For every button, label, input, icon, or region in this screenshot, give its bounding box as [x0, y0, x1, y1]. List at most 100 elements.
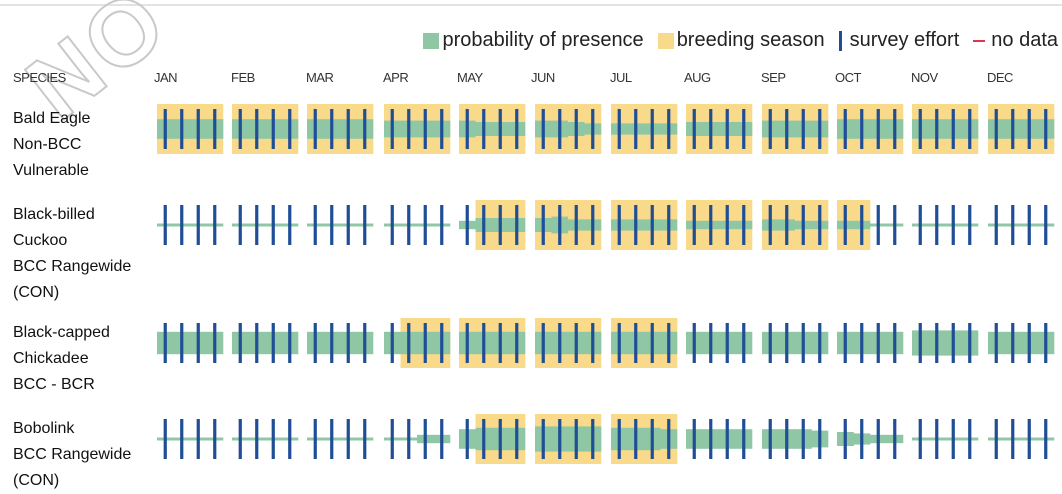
effort-tick — [893, 205, 897, 245]
species-name-line: Bald Eagle — [13, 110, 91, 127]
effort-tick — [650, 205, 654, 245]
effort-tick — [650, 109, 654, 149]
effort-tick — [935, 205, 939, 245]
effort-tick — [725, 109, 729, 149]
species-name-line: (CON) — [13, 284, 60, 301]
legend-effort: survey effort — [838, 29, 959, 52]
effort-tick — [876, 109, 880, 149]
effort-tick — [935, 419, 939, 459]
effort-tick — [742, 419, 746, 459]
effort-tick — [634, 419, 638, 459]
effort-tick — [482, 323, 486, 363]
effort-tick — [255, 109, 259, 149]
breeding-swatch — [657, 32, 674, 49]
month-label-jul: JUL — [610, 70, 632, 85]
effort-tick — [692, 419, 696, 459]
effort-tick — [288, 205, 292, 245]
species-name-2: Black-capped Chickadee BCC - BCR — [13, 320, 110, 398]
effort-tick — [363, 323, 367, 363]
effort-tick — [541, 205, 545, 245]
effort-tick — [1011, 109, 1015, 149]
effort-tick — [558, 323, 562, 363]
effort-tick — [288, 109, 292, 149]
effort-tick — [785, 419, 789, 459]
effort-tick — [768, 419, 772, 459]
species-name-1: Black-billed Cuckoo BCC Rangewide (CON) — [13, 202, 131, 306]
effort-tick — [271, 205, 275, 245]
effort-tick — [951, 419, 955, 459]
species-name-3: Bobolink BCC Rangewide (CON) — [13, 416, 131, 494]
effort-tick — [407, 205, 411, 245]
month-label-sep: SEP — [761, 70, 786, 85]
top-rule — [0, 4, 1062, 6]
effort-tick — [843, 205, 847, 245]
effort-tick — [407, 323, 411, 363]
effort-tick — [313, 323, 317, 363]
effort-tick — [196, 419, 200, 459]
effort-tick — [271, 109, 275, 149]
effort-tick — [163, 323, 167, 363]
effort-tick — [330, 323, 334, 363]
effort-tick — [423, 419, 427, 459]
effort-tick — [558, 419, 562, 459]
effort-tick — [860, 323, 864, 363]
species-name-line: Black-billed — [13, 206, 95, 223]
effort-tick — [1027, 205, 1031, 245]
effort-tick — [709, 109, 713, 149]
effort-tick — [1027, 323, 1031, 363]
effort-tick — [617, 205, 621, 245]
species-name-line: Bobolink — [13, 420, 75, 437]
effort-tick — [876, 205, 880, 245]
effort-tick — [288, 419, 292, 459]
effort-tick — [667, 109, 671, 149]
effort-tick — [574, 109, 578, 149]
effort-tick — [918, 323, 922, 363]
legend: probability of presence breeding season … — [409, 29, 1058, 52]
effort-tick — [390, 419, 394, 459]
effort-tick — [465, 419, 469, 459]
effort-tick — [1011, 205, 1015, 245]
species-name-line: BCC Rangewide — [13, 446, 132, 463]
effort-tick — [860, 205, 864, 245]
effort-tick — [271, 323, 275, 363]
effort-tick — [423, 109, 427, 149]
effort-tick — [742, 205, 746, 245]
effort-tick — [330, 109, 334, 149]
effort-tick — [968, 205, 972, 245]
effort-tick — [617, 109, 621, 149]
month-label-may: MAY — [457, 70, 483, 85]
legend-breeding: breeding season — [657, 29, 825, 52]
effort-tick — [692, 109, 696, 149]
effort-tick — [313, 205, 317, 245]
effort-tick — [196, 109, 200, 149]
effort-tick — [876, 323, 880, 363]
effort-tick — [238, 109, 242, 149]
effort-tick — [163, 109, 167, 149]
effort-tick — [725, 205, 729, 245]
legend-probability: probability of presence — [423, 29, 644, 52]
effort-tick — [271, 419, 275, 459]
effort-tick — [163, 205, 167, 245]
effort-tick — [238, 419, 242, 459]
effort-tick — [574, 323, 578, 363]
effort-tick — [617, 419, 621, 459]
effort-tick — [313, 419, 317, 459]
effort-tick — [918, 205, 922, 245]
effort-tick — [634, 109, 638, 149]
effort-tick — [843, 109, 847, 149]
effort-tick — [363, 109, 367, 149]
probability-swatch — [423, 32, 440, 49]
effort-tick — [591, 323, 595, 363]
effort-tick — [951, 323, 955, 363]
effort-tick — [876, 419, 880, 459]
effort-tick — [423, 323, 427, 363]
effort-swatch — [838, 30, 842, 51]
effort-tick — [498, 419, 502, 459]
effort-tick — [843, 419, 847, 459]
species-name-line: Vulnerable — [13, 162, 89, 179]
effort-tick — [860, 109, 864, 149]
effort-tick — [951, 109, 955, 149]
effort-tick — [541, 109, 545, 149]
month-label-jun: JUN — [531, 70, 555, 85]
effort-tick — [180, 205, 184, 245]
